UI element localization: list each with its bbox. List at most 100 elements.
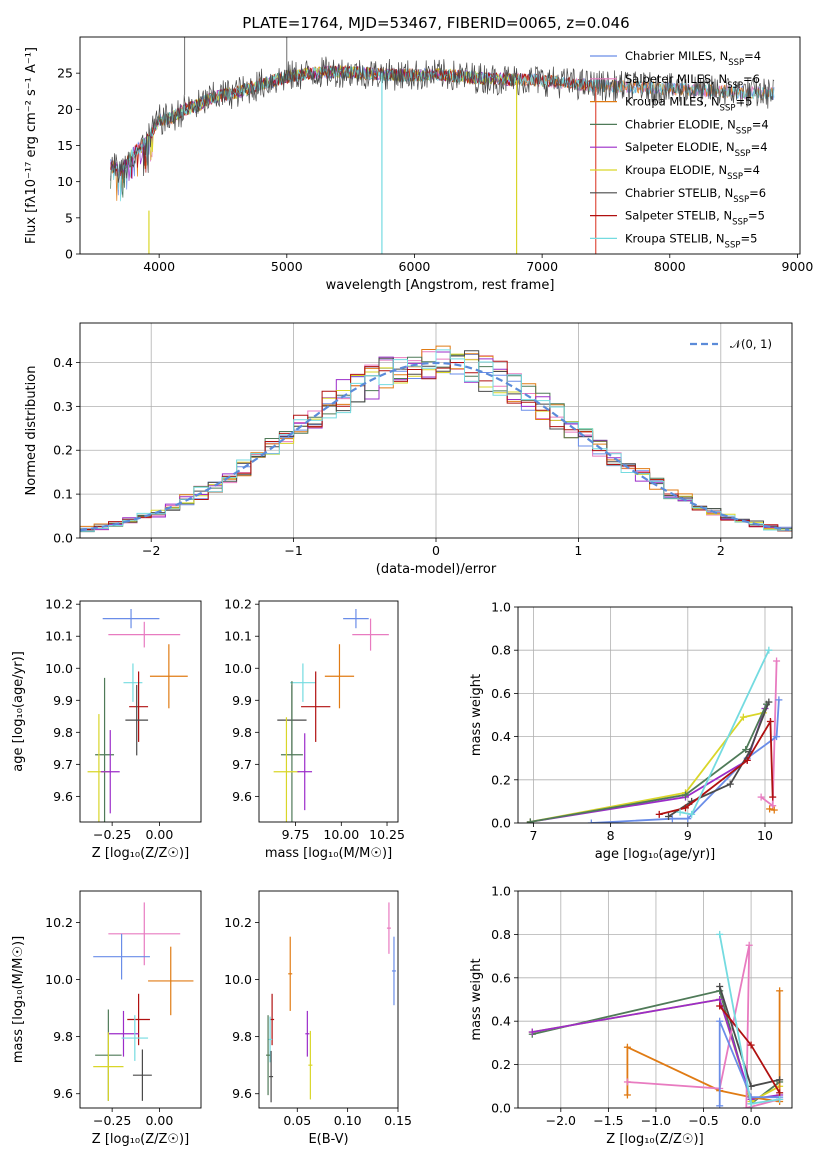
y-tick-label: 0.8 (491, 643, 511, 658)
errorbar-point (93, 1032, 124, 1101)
x-tick-label: 0.0 (741, 1113, 761, 1128)
weight-marker (776, 1076, 784, 1084)
y-tick-label: 0.0 (491, 816, 511, 831)
grid-weight_vs_Z (518, 890, 792, 1109)
plot-area-residuals (80, 345, 792, 533)
weight-marker (528, 1028, 536, 1036)
legend-label: 𝒩(0, 1) (730, 337, 772, 351)
weight-series-line (530, 711, 764, 823)
weight-marker (526, 818, 534, 823)
legend-subscript: SSP (733, 195, 749, 205)
weight-series-line (530, 703, 768, 823)
x-tick-label: 5000 (271, 259, 303, 274)
y-tick-label: 0.4 (491, 729, 511, 744)
weight-marker (655, 810, 663, 818)
legend-text: Salpeter ELODIE, N (625, 140, 735, 154)
x-tick-label: 9000 (782, 259, 814, 274)
y-tick-label: 10.0 (224, 972, 252, 987)
y-tick-label: 0.1 (53, 487, 73, 502)
y-axis-label: Flux [fλ10⁻¹⁷ erg cm⁻² s⁻¹ A⁻¹] (24, 47, 39, 244)
errorbar-point (273, 717, 300, 822)
y-tick-label: 9.9 (232, 693, 252, 708)
weight-marker (743, 756, 751, 764)
legend-label: Kroupa ELODIE, NSSP=4 (625, 163, 760, 182)
weight-series-line (668, 701, 770, 818)
errorbar-point (391, 936, 396, 1006)
axes-frame (517, 606, 793, 824)
x-axis-label: E(B-V) (308, 1132, 348, 1147)
y-tick-label: 0.0 (53, 531, 73, 546)
weight-series-line (591, 699, 780, 823)
y-tick-label: 9.8 (232, 725, 252, 740)
y-tick-label: 9.8 (232, 1029, 252, 1044)
y-tick-label: 0.6 (491, 970, 511, 985)
weight-series-line (530, 708, 766, 823)
x-axis-label: mass [log₁₀(M/M☉)] (265, 846, 392, 861)
weight-marker (773, 733, 781, 741)
errorbar-point (102, 609, 160, 629)
weight-marker (747, 1041, 755, 1049)
legend-text: Kroupa STELIB, N (625, 231, 725, 245)
y-tick-label: 0 (65, 247, 73, 262)
y-tick-label: 10.2 (224, 597, 252, 612)
errorbar-point (100, 730, 120, 814)
errorbar-point (290, 663, 316, 702)
errorbar-point (93, 933, 150, 980)
errorbar-point (125, 684, 149, 756)
weight-marker (773, 657, 781, 665)
panel-mass_vs_ebv: 0.05 0.10 0.15 9.6 9.8 10.0 10.2 E(B-V) (224, 890, 412, 1147)
y-tick-label: 0.2 (53, 443, 73, 458)
x-tick-label: 8 (607, 828, 615, 843)
plot-area-mass_vs_ebv (266, 902, 396, 1103)
x-tick-label: −0.25 (93, 827, 131, 842)
y-tick-label: 1.0 (491, 884, 511, 899)
weight-marker (716, 1002, 724, 1010)
y-tick-label: 10.1 (224, 629, 252, 644)
x-tick-label: 0.15 (384, 1113, 412, 1128)
y-axis-label: mass weight (469, 674, 484, 756)
weight-marker (776, 1095, 784, 1103)
y-tick-label: 0.0 (491, 1101, 511, 1116)
x-axis-label: Z [log₁₀(Z/Z☉)] (92, 1132, 189, 1147)
legend-subscript: SSP (727, 81, 743, 91)
y-axis-label: Normed distribution (24, 366, 39, 496)
x-tick-label: 10.00 (323, 827, 359, 842)
x-tick-label: −2.0 (546, 1113, 576, 1128)
errorbar-point (127, 993, 150, 1046)
y-tick-label: 0.4 (53, 355, 73, 370)
weight-marker (757, 793, 765, 801)
weight-series-line (718, 986, 780, 1088)
errorbar-point (123, 663, 143, 702)
weight-marker (742, 746, 750, 754)
axes-frame (79, 322, 793, 539)
legend-subscript: SSP (728, 58, 744, 68)
y-tick-label: 15 (57, 138, 73, 153)
panel-residuals: −2 −1 0 1 2 0.0 0.1 0.2 0.3 0.4 (data-model)/error… (24, 322, 793, 577)
legend-label: Chabrier MILES, NSSP=4 (625, 49, 761, 68)
errorbar-point (352, 618, 389, 651)
x-tick-label: −1.0 (641, 1113, 671, 1128)
x-axis-label: Z [log₁₀(Z/Z☉)] (606, 1132, 703, 1147)
legend-value: =4 (743, 163, 760, 177)
legend-text: Salpeter STELIB, N (625, 209, 732, 223)
y-tick-label: 0.2 (491, 1057, 511, 1072)
legend-label: Salpeter STELIB, NSSP=5 (625, 209, 765, 228)
legend-value: =4 (752, 117, 769, 131)
x-tick-label: 9.75 (282, 827, 310, 842)
errorbar-point (148, 946, 194, 1016)
weight-marker (716, 982, 724, 990)
legend-subscript: SSP (725, 240, 741, 250)
legend-subscript: SSP (727, 172, 743, 182)
legend-label: Chabrier STELIB, NSSP=6 (625, 186, 766, 205)
panel-mass_vs_Z: −0.25 0.00 9.6 9.8 10.0 10.2 Z [log₁₀(Z/Z☉)] ma… (11, 890, 202, 1147)
legend-text: Kroupa ELODIE, N (625, 163, 727, 177)
errorbar-point (270, 993, 275, 1046)
y-tick-label: 10.0 (224, 661, 252, 676)
y-tick-label: 9.6 (232, 1086, 252, 1101)
x-tick-label: 0.05 (283, 1113, 311, 1128)
weight-marker (688, 810, 696, 818)
legend-value: =6 (743, 72, 760, 86)
y-tick-label: 20 (57, 102, 73, 117)
weight-marker (769, 793, 777, 801)
